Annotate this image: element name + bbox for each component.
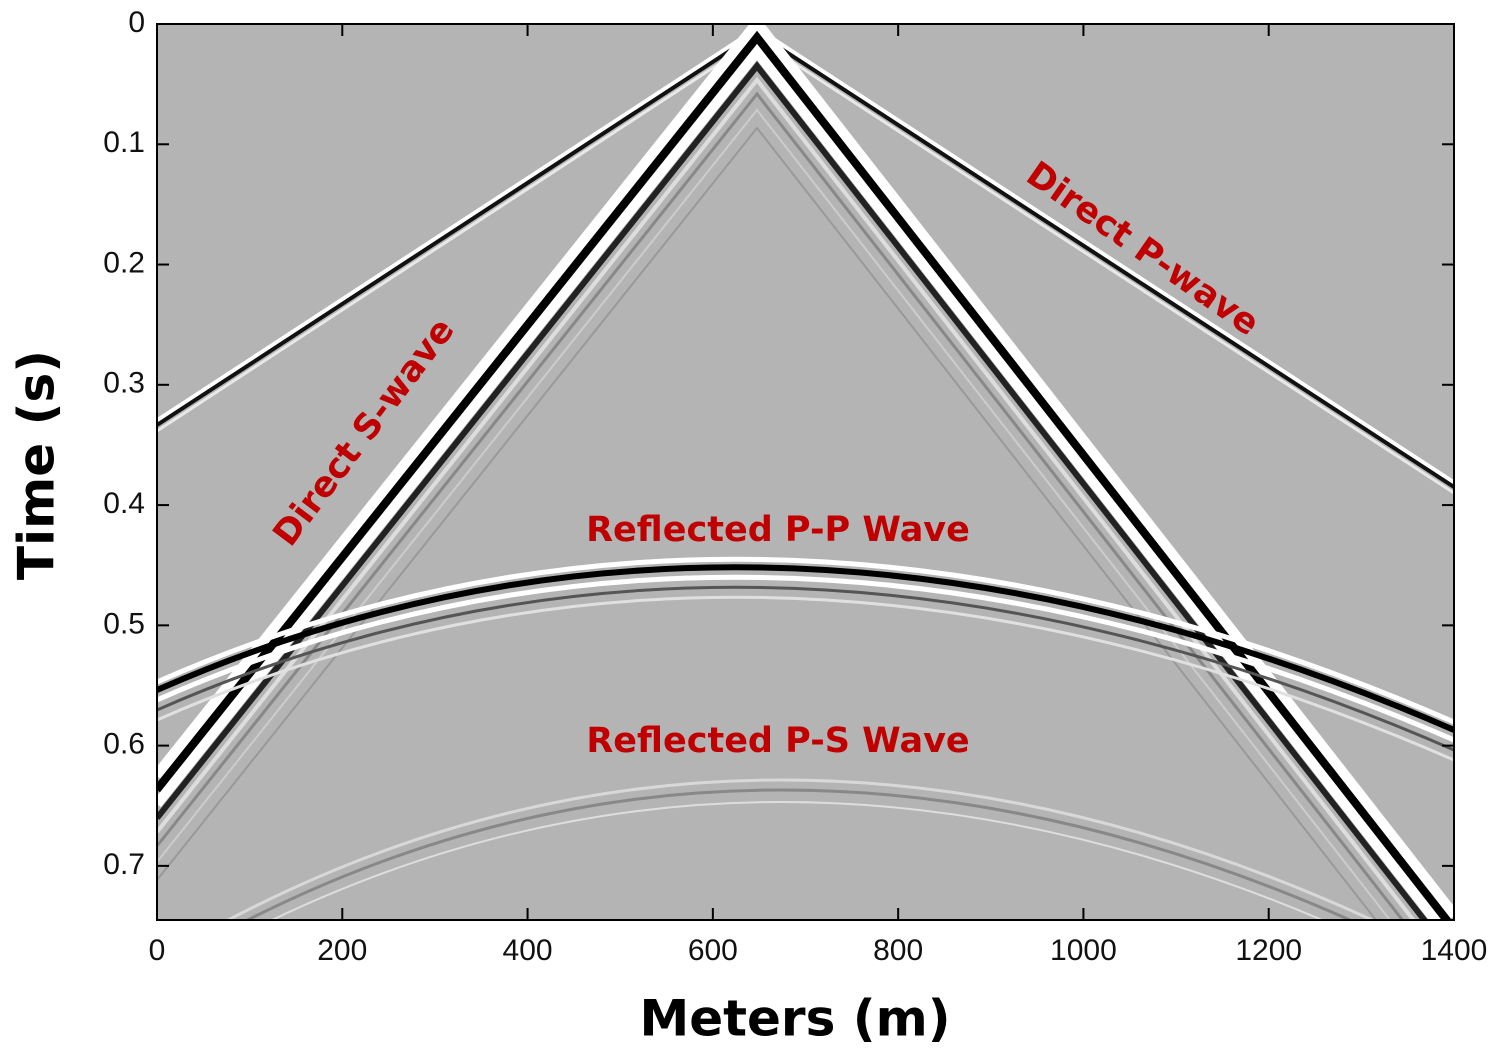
y-tick-label: 0 — [128, 6, 145, 39]
y-tick-label: 0.4 — [103, 487, 145, 520]
annotation: Reflected P-P Wave — [586, 510, 970, 550]
y-tick-label: 0.6 — [103, 728, 145, 761]
x-axis-title: Meters (m) — [639, 990, 950, 1048]
y-tick-label: 0.5 — [103, 607, 145, 640]
y-tick-label: 0.7 — [103, 848, 145, 881]
plot-frame — [156, 23, 1455, 921]
y-axis-title: Time (s) — [8, 350, 66, 580]
x-tick-label: 1200 — [1235, 934, 1302, 967]
x-tick-label: 800 — [873, 934, 923, 967]
annotation: Reflected P-S Wave — [586, 721, 969, 761]
y-tick-label: 0.3 — [103, 367, 145, 400]
x-tick-label: 200 — [317, 934, 367, 967]
y-tick-label: 0.1 — [103, 126, 145, 159]
x-tick-label: 400 — [503, 934, 553, 967]
y-tick-label: 0.2 — [103, 246, 145, 279]
x-tick-label: 0 — [149, 934, 166, 967]
seismic-image — [157, 24, 1454, 920]
x-tick-label: 1400 — [1421, 934, 1488, 967]
x-tick-label: 1000 — [1050, 934, 1117, 967]
x-tick-label: 600 — [688, 934, 738, 967]
reflected-pp-wave — [157, 556, 1454, 762]
reflected-ps-wave — [225, 778, 1376, 920]
